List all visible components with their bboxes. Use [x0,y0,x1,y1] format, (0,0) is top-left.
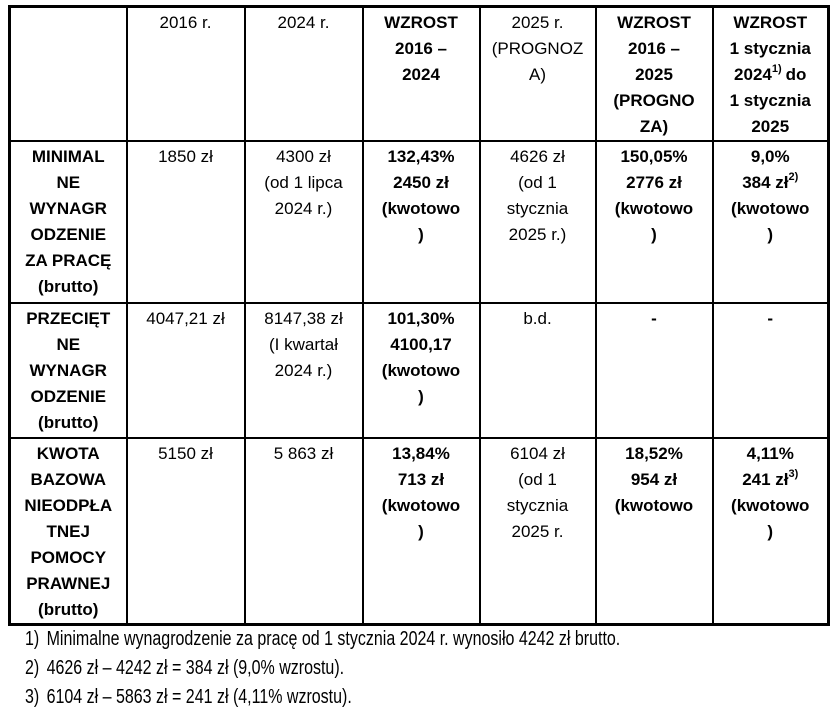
table-row-minimalne-wynagrodzenie: MINIMAL NE WYNAGR ODZENIE ZA PRACĘ (brut… [8,140,830,304]
row-label-kwota-bazowa: KWOTA BAZOWA NIEODPŁA TNEJ POMOCY PRAWNE… [8,437,128,626]
cell-minimalne-wzrost-2016-2025: 150,05% 2776 zł (kwotowo ) [594,140,714,304]
cell-przecietne-wzrost-2016-2025: - [594,302,714,439]
header-line: 2025 [751,117,790,136]
cell-minimalne-2016: 1850 zł [125,140,246,304]
header-cell-wzrost-2016-2024: WZROST 2016 – 2024 [361,5,481,142]
footnote-text: 6104 zł – 5863 zł = 241 zł (4,11% wzrost… [46,686,352,708]
header-cell-empty [8,5,128,142]
header-cell-wzrost-2016-2025: WZROST 2016 – 2025 (PROGNO ZA) [594,5,714,142]
cell-przecietne-2025: b.d. [478,302,597,439]
value-with-footnote-ref: 241 zł3) [742,468,799,489]
footnote-ref-3: 3) [788,468,799,481]
header-cell-2024: 2024 r. [243,5,364,142]
cell-kwota-2016: 5150 zł [125,437,246,626]
cell-przecietne-2024: 8147,38 zł (I kwartał 2024 r.) [243,302,364,439]
cell-przecietne-wzrost-2024-2025: - [711,302,830,439]
header-line: 1 stycznia [729,91,811,110]
footnote-marker: 1) [25,628,40,650]
table-row-przecietne-wynagrodzenie: PRZECIĘT NE WYNAGR ODZENIE (brutto) 4047… [8,302,830,439]
header-cell-wzrost-2024-2025: WZROST 1 stycznia 20241) do 1 stycznia 20… [711,5,830,142]
cell-kwota-wzrost-2016-2024: 13,84% 713 zł (kwotowo ) [361,437,481,626]
cell-kwota-wzrost-2024-2025: 4,11% 241 zł3) (kwotowo ) [711,437,830,626]
cell-kwota-2025: 6104 zł (od 1 stycznia 2025 r. [478,437,597,626]
cell-minimalne-wzrost-2024-2025: 9,0% 384 zł2) (kwotowo ) [711,140,830,304]
cell-przecietne-2016: 4047,21 zł [125,302,246,439]
footnote-marker: 3) [25,686,40,708]
header-line: WZROST [733,13,808,32]
footnote-3: 3) 6104 zł – 5863 zł = 241 zł (4,11% wzro… [25,683,825,712]
row-label-przecietne-wynagrodzenie: PRZECIĘT NE WYNAGR ODZENIE (brutto) [8,302,128,439]
wage-comparison-table: 2016 r. 2024 r. WZROST 2016 – 2024 2025 … [8,5,830,626]
footnote-text: Minimalne wynagrodzenie za pracę od 1 st… [46,628,621,650]
footnote-text: 4626 zł – 4242 zł = 384 zł (9,0% wzrostu… [46,657,345,679]
header-cell-2016: 2016 r. [125,5,246,142]
table-row-kwota-bazowa: KWOTA BAZOWA NIEODPŁA TNEJ POMOCY PRAWNE… [8,437,830,626]
footnotes-list: 1) Minimalne wynagrodzenie za pracę od 1 … [25,625,825,712]
footnote-2: 2) 4626 zł – 4242 zł = 384 zł (9,0% wzros… [25,654,825,683]
table-header-row: 2016 r. 2024 r. WZROST 2016 – 2024 2025 … [8,5,830,142]
footnote-marker: 2) [25,657,40,679]
cell-przecietne-wzrost-2016-2024: 101,30% 4100,17 (kwotowo ) [361,302,481,439]
cell-kwota-wzrost-2016-2025: 18,52% 954 zł (kwotowo [594,437,714,626]
header-line: 1 stycznia [729,39,811,58]
row-label-minimalne-wynagrodzenie: MINIMAL NE WYNAGR ODZENIE ZA PRACĘ (brut… [8,140,128,304]
footnote-1: 1) Minimalne wynagrodzenie za pracę od 1 … [25,625,825,654]
footnote-ref-2: 2) [788,171,799,184]
header-cell-2025-prognoza: 2025 r. (PROGNOZ A) [478,5,597,142]
cell-minimalne-2025: 4626 zł (od 1 stycznia 2025 r.) [478,140,597,304]
cell-kwota-2024: 5 863 zł [243,437,364,626]
cell-minimalne-2024: 4300 zł (od 1 lipca 2024 r.) [243,140,364,304]
value-with-footnote-ref: 384 zł2) [742,171,799,192]
header-line-with-footnote-ref: 20241) do [734,63,807,84]
cell-minimalne-wzrost-2016-2024: 132,43% 2450 zł (kwotowo ) [361,140,481,304]
footnote-ref-1: 1) [771,63,782,76]
